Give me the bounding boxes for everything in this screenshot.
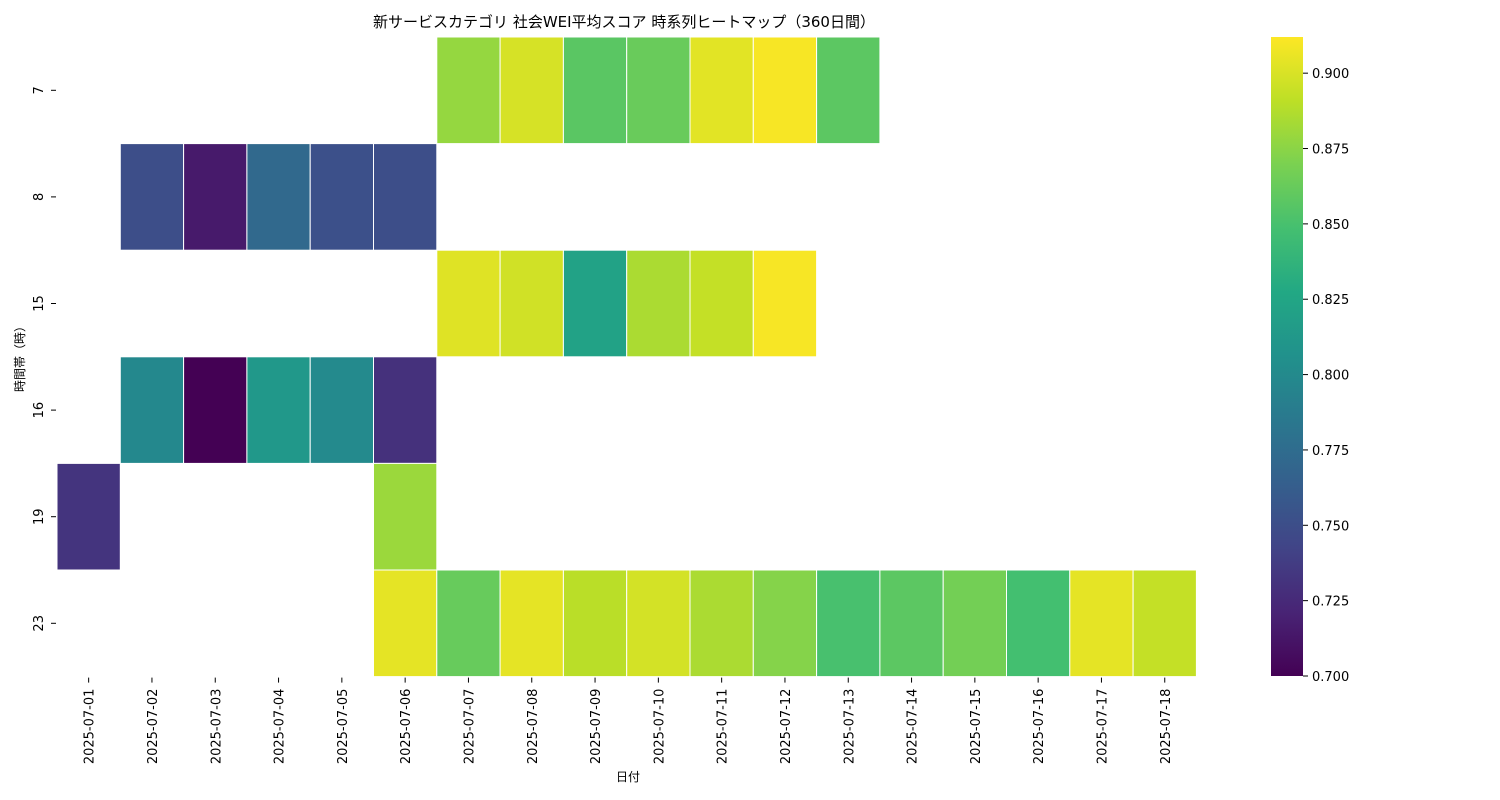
heatmap-cell bbox=[183, 356, 248, 464]
x-tick-label: 2025-07-05 bbox=[336, 689, 351, 765]
x-tick-label: 2025-07-02 bbox=[146, 689, 161, 765]
heatmap-cell bbox=[816, 569, 881, 678]
heatmap-cell bbox=[1069, 569, 1134, 678]
heatmap-cell bbox=[373, 356, 438, 464]
heatmap-cell bbox=[752, 569, 818, 678]
heatmap-cell bbox=[183, 143, 248, 251]
colorbar-tick-label: 0.875 bbox=[1312, 143, 1349, 158]
heatmap-cell bbox=[436, 36, 501, 145]
heatmap-cell bbox=[499, 36, 564, 145]
heatmap-cell bbox=[562, 36, 628, 145]
colorbar-tick-label: 0.800 bbox=[1312, 369, 1349, 384]
y-tick-label: 23 bbox=[32, 615, 47, 632]
heatmap-cell bbox=[1132, 569, 1197, 678]
colorbar-tick-label: 0.700 bbox=[1312, 670, 1349, 685]
heatmap-cell bbox=[373, 143, 438, 251]
colorbar-tick-label: 0.750 bbox=[1312, 519, 1349, 534]
heatmap-cell bbox=[309, 356, 375, 464]
x-tick-label: 2025-07-01 bbox=[83, 689, 98, 765]
colorbar-tick-label: 0.825 bbox=[1312, 293, 1349, 308]
heatmap-cell bbox=[119, 143, 185, 251]
heatmap-cell bbox=[689, 249, 754, 358]
y-tick-label: 19 bbox=[32, 508, 47, 525]
x-axis-label: 日付 bbox=[616, 770, 640, 784]
y-axis-label: 時間帯（時） bbox=[13, 320, 27, 392]
colorbar-tick-label: 0.775 bbox=[1312, 444, 1349, 459]
heatmap-cell bbox=[562, 569, 628, 678]
heatmap-cell bbox=[562, 249, 628, 358]
heatmap-cells bbox=[56, 36, 1197, 678]
x-tick-label: 2025-07-12 bbox=[779, 689, 794, 765]
x-tick-label: 2025-07-11 bbox=[716, 689, 731, 765]
colorbar-tick-label: 0.900 bbox=[1312, 67, 1349, 82]
heatmap-cell bbox=[752, 249, 818, 358]
y-tick-label: 16 bbox=[32, 402, 47, 419]
x-tick-label: 2025-07-13 bbox=[842, 689, 857, 765]
heatmap-cell bbox=[246, 356, 311, 464]
y-tick-label: 8 bbox=[32, 193, 47, 201]
x-tick-label: 2025-07-08 bbox=[526, 689, 541, 765]
x-tick-label: 2025-07-09 bbox=[589, 689, 604, 765]
colorbar-tick-label: 0.725 bbox=[1312, 595, 1349, 610]
heatmap-cell bbox=[436, 249, 501, 358]
heatmap-cell bbox=[942, 569, 1008, 678]
x-tick-label: 2025-07-17 bbox=[1095, 689, 1110, 765]
colorbar: 0.700 0.725 0.750 0.775 0.800 0.825 0.850 0.875… bbox=[1271, 37, 1349, 685]
heatmap-cell bbox=[1006, 569, 1071, 678]
x-tick-label: 2025-07-15 bbox=[969, 689, 984, 765]
heatmap-cell bbox=[373, 462, 438, 571]
heatmap-cell bbox=[499, 569, 564, 678]
y-axis: 7 8 15 16 19 23 bbox=[32, 86, 56, 632]
heatmap-cell bbox=[373, 569, 438, 678]
heatmap-cell bbox=[689, 36, 754, 145]
x-tick-label: 2025-07-06 bbox=[399, 689, 414, 765]
heatmap-cell bbox=[689, 569, 754, 678]
colorbar-tick-label: 0.850 bbox=[1312, 218, 1349, 233]
heatmap-cell bbox=[752, 36, 818, 145]
heatmap-cell bbox=[246, 143, 311, 251]
heatmap-cell bbox=[626, 36, 691, 145]
x-tick-label: 2025-07-16 bbox=[1032, 689, 1047, 765]
y-tick-label: 7 bbox=[32, 86, 47, 94]
y-tick-label: 15 bbox=[32, 295, 47, 312]
x-tick-label: 2025-07-14 bbox=[906, 689, 921, 765]
heatmap-cell bbox=[816, 36, 881, 145]
heatmap-cell bbox=[119, 356, 185, 464]
heatmap-cell bbox=[56, 462, 121, 571]
colorbar-gradient bbox=[1271, 37, 1303, 676]
x-tick-label: 2025-07-07 bbox=[462, 689, 477, 765]
x-tick-label: 2025-07-10 bbox=[652, 689, 667, 765]
x-axis: 2025-07-01 2025-07-02 2025-07-03 2025-07-04… bbox=[83, 677, 1174, 765]
x-tick-label: 2025-07-18 bbox=[1159, 689, 1174, 765]
heatmap-cell bbox=[309, 143, 375, 251]
x-tick-label: 2025-07-03 bbox=[209, 689, 224, 765]
x-tick-label: 2025-07-04 bbox=[273, 689, 288, 765]
heatmap-cell bbox=[626, 249, 691, 358]
heatmap-cell bbox=[436, 569, 501, 678]
chart-title: 新サービスカテゴリ 社会WEI平均スコア 時系列ヒートマップ（360日間） bbox=[373, 13, 875, 31]
heatmap-cell bbox=[879, 569, 944, 678]
heatmap-cell bbox=[626, 569, 691, 678]
heatmap-cell bbox=[499, 249, 564, 358]
